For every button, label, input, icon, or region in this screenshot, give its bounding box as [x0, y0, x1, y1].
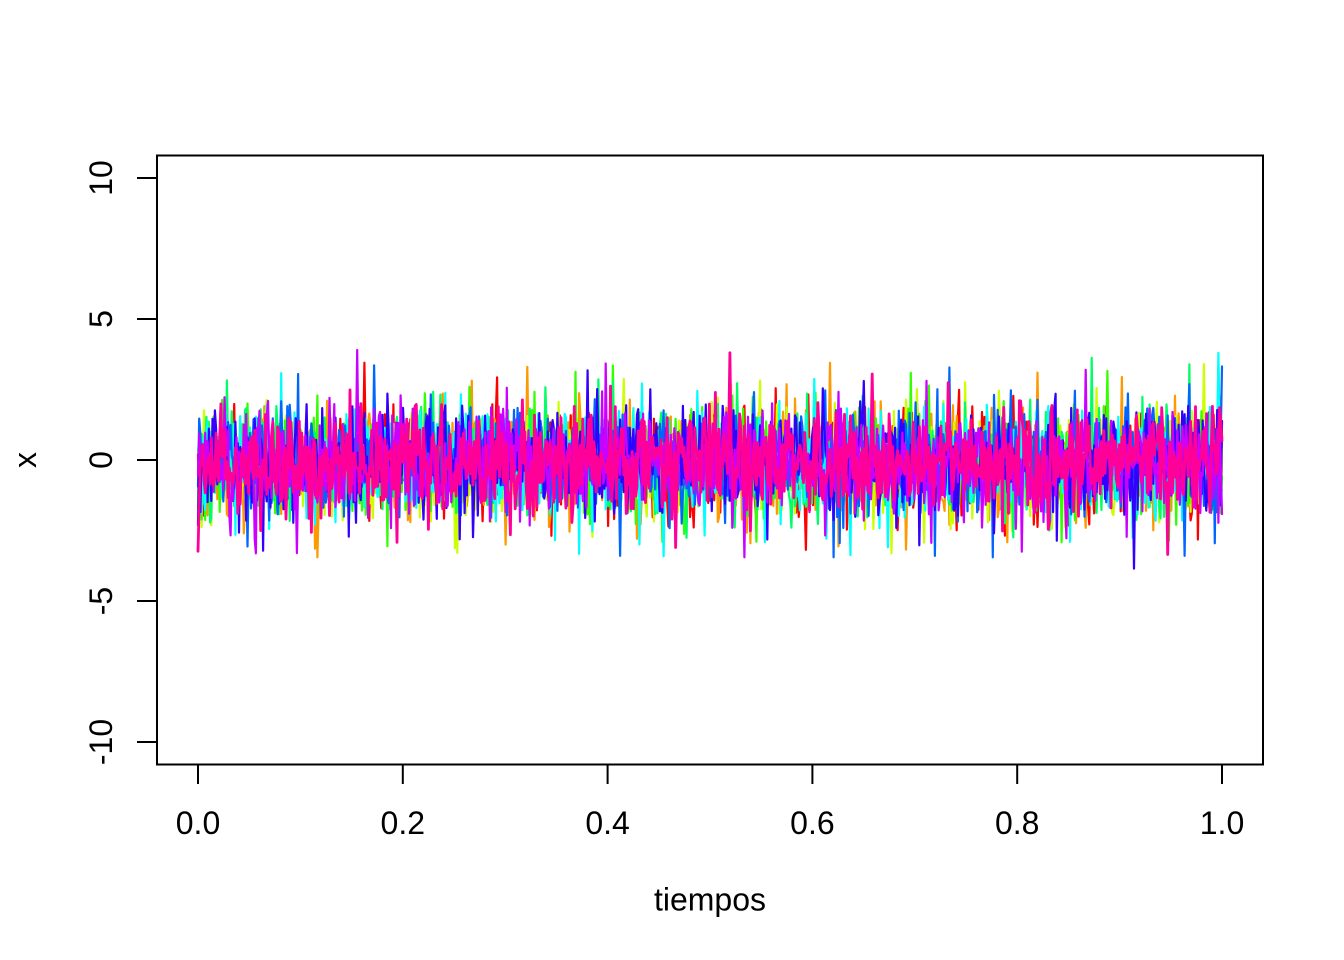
- svg-text:0.8: 0.8: [995, 805, 1039, 841]
- svg-text:tiempos: tiempos: [654, 882, 766, 918]
- svg-text:-5: -5: [83, 587, 119, 615]
- svg-text:0: 0: [83, 451, 119, 469]
- svg-text:0.4: 0.4: [585, 805, 629, 841]
- svg-text:-10: -10: [83, 719, 119, 765]
- svg-text:10: 10: [83, 160, 119, 196]
- svg-text:5: 5: [83, 310, 119, 328]
- svg-text:x: x: [7, 452, 43, 468]
- svg-text:0.2: 0.2: [381, 805, 425, 841]
- svg-text:0.0: 0.0: [176, 805, 220, 841]
- svg-text:0.6: 0.6: [790, 805, 834, 841]
- svg-text:1.0: 1.0: [1200, 805, 1244, 841]
